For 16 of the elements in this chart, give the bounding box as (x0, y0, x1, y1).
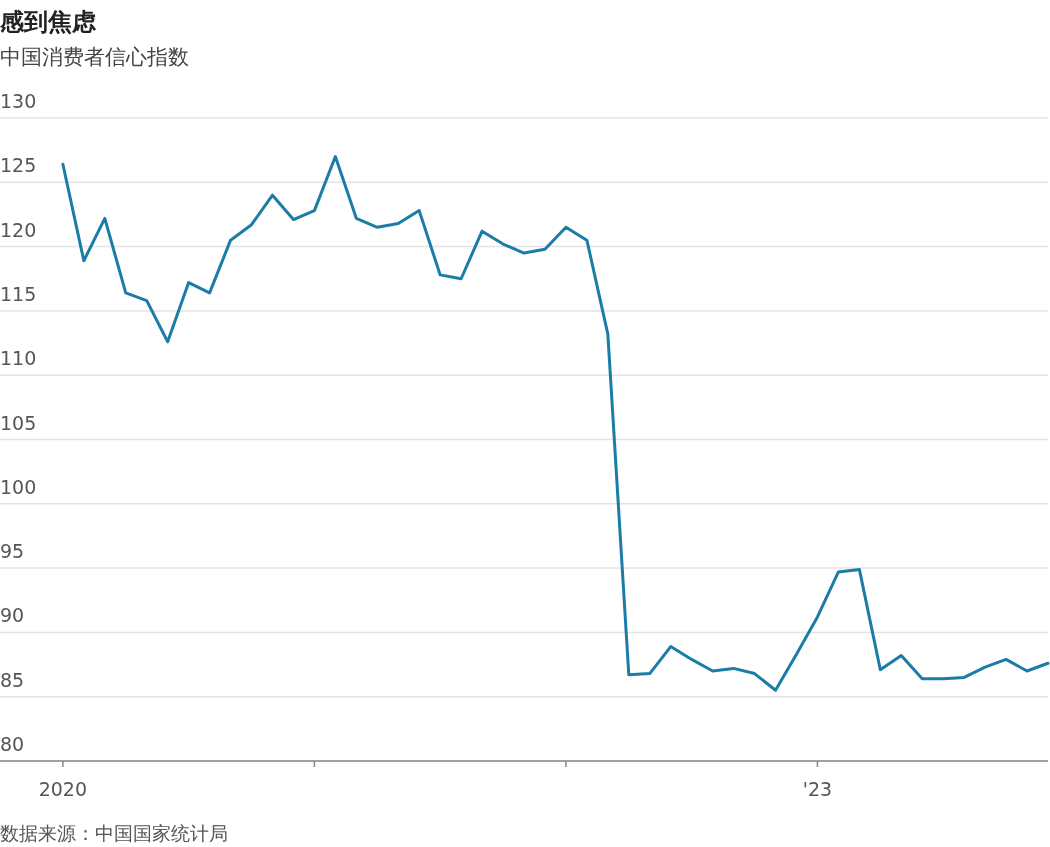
y-tick-label: 105 (0, 411, 37, 434)
x-tick-label: '23 (802, 778, 833, 800)
y-tick-label: 100 (0, 475, 37, 498)
y-tick-label: 85 (0, 668, 25, 691)
y-tick-label: 110 (0, 347, 37, 370)
y-tick-label: 115 (0, 282, 37, 305)
y-tick-label: 90 (0, 604, 25, 627)
chart-subtitle: 中国消费者信心指数 (0, 45, 189, 69)
chart-title: 感到焦虑 (0, 8, 97, 36)
y-tick-label: 80 (0, 733, 25, 755)
source-note: 数据来源：中国国家统计局 (0, 822, 228, 844)
y-tick-label: 95 (0, 540, 25, 563)
y-tick-label: 120 (0, 218, 37, 241)
y-tick-label: 125 (0, 154, 37, 177)
y-tick-label: 130 (0, 90, 37, 112)
x-tick-label: 2020 (38, 778, 88, 800)
